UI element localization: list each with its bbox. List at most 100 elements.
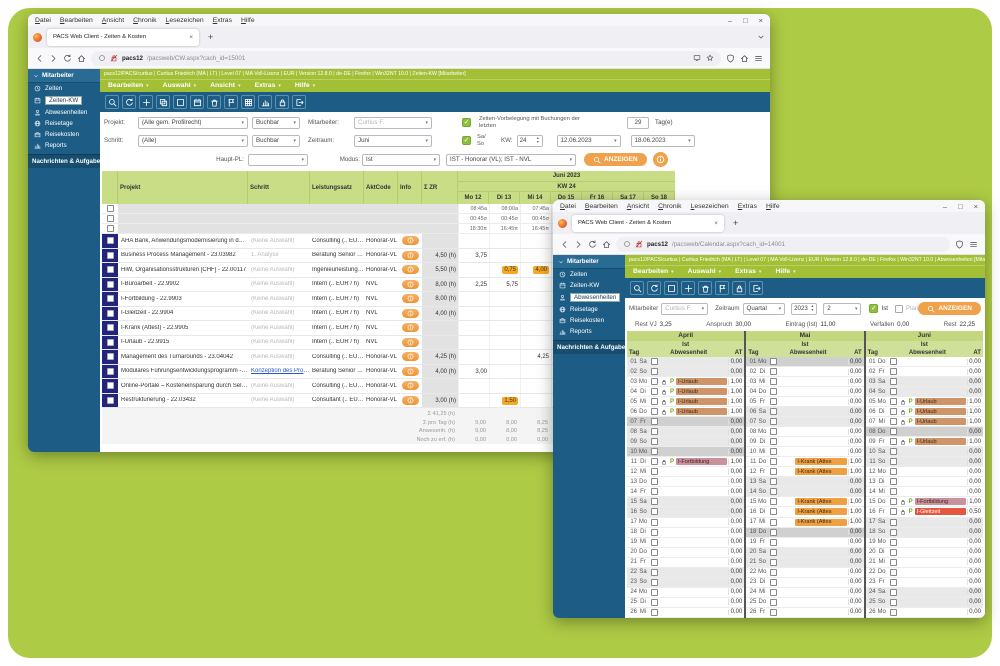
day-value-cell[interactable] xyxy=(551,306,582,320)
sidebar-item-abwesenheiten[interactable]: Abwesenheiten xyxy=(28,107,100,118)
menubar-item-bearbeiten[interactable]: Bearbeiten xyxy=(584,202,618,210)
schritt-select[interactable]: (Alle) ▾ xyxy=(138,134,248,147)
maximize-button[interactable]: □ xyxy=(743,15,748,25)
date-from-select[interactable]: 12.06.2023 ▾ xyxy=(556,134,621,147)
day-value-cell[interactable] xyxy=(489,364,520,378)
date-to-select[interactable]: 18.06.2023 ▾ xyxy=(630,134,695,147)
zeitraum-select[interactable]: Juni ▾ xyxy=(354,134,432,147)
day-value-cell[interactable] xyxy=(489,335,520,349)
sidebar-item-zeiten[interactable]: Zeiten xyxy=(553,269,625,280)
day-checkbox[interactable] xyxy=(651,368,658,376)
star-icon[interactable] xyxy=(706,54,714,62)
day-value-cell[interactable] xyxy=(551,277,582,291)
day-value-cell[interactable] xyxy=(458,306,489,320)
day-checkbox[interactable] xyxy=(651,588,658,596)
day-checkbox[interactable] xyxy=(651,468,658,476)
day-value-cell[interactable] xyxy=(551,234,582,248)
day-value-cell[interactable] xyxy=(520,306,551,320)
row-info-button[interactable] xyxy=(401,366,419,376)
day-checkbox[interactable] xyxy=(889,398,897,406)
menubar-item-lesezeichen[interactable]: Lesezeichen xyxy=(165,16,204,24)
day-checkbox[interactable] xyxy=(770,508,778,516)
row-info-button[interactable] xyxy=(401,337,419,347)
day-checkbox[interactable] xyxy=(889,578,897,586)
day-value-cell[interactable]: 0,75 xyxy=(489,263,520,277)
permissions-circle-icon[interactable] xyxy=(98,54,106,62)
toolbar-calendar-button[interactable] xyxy=(190,95,204,109)
day-checkbox[interactable] xyxy=(770,478,778,486)
day-checkbox[interactable] xyxy=(651,578,658,586)
vorbelegung-checkbox[interactable]: ✓ xyxy=(462,118,471,127)
new-tab-button[interactable]: + xyxy=(733,218,739,228)
sidebar-header-mitarbeiter[interactable]: Mitarbeiter xyxy=(553,255,625,269)
day-value-cell[interactable]: 5,75 xyxy=(489,277,520,291)
send-to-device-icon[interactable] xyxy=(693,54,701,62)
toolbar-plus-button[interactable] xyxy=(681,281,695,295)
row-info-button[interactable] xyxy=(401,294,419,304)
day-checkbox[interactable] xyxy=(889,358,897,366)
shield-icon[interactable] xyxy=(955,239,964,249)
absence-entry-krank[interactable]: I-Krank (Attes xyxy=(795,508,847,516)
sidebar-section-nachrichten[interactable]: Nachrichten & Aufgaben xyxy=(28,154,104,168)
row-checkbox[interactable] xyxy=(106,237,114,245)
day-value-cell[interactable] xyxy=(551,379,582,393)
row-info-button[interactable] xyxy=(401,236,419,246)
day-value-cell[interactable] xyxy=(458,234,489,248)
day-checkbox[interactable] xyxy=(770,488,778,496)
day-value-cell[interactable] xyxy=(551,393,582,407)
day-value-cell[interactable] xyxy=(551,335,582,349)
toolbar-trash-button[interactable] xyxy=(698,281,712,295)
day-checkbox[interactable] xyxy=(889,458,897,466)
day-checkbox[interactable] xyxy=(651,418,658,426)
home-icon[interactable] xyxy=(740,54,749,63)
day-checkbox[interactable] xyxy=(651,458,658,466)
day-value-cell[interactable] xyxy=(551,350,582,364)
day-checkbox[interactable] xyxy=(651,508,658,516)
day-checkbox[interactable] xyxy=(889,548,897,556)
toolbar-refresh-button[interactable] xyxy=(122,95,136,109)
day-checkbox[interactable] xyxy=(889,598,897,606)
day-checkbox[interactable] xyxy=(770,408,778,416)
row-checkbox[interactable] xyxy=(106,338,114,346)
day-value-cell[interactable] xyxy=(520,335,551,349)
day-checkbox[interactable] xyxy=(770,538,778,546)
day-checkbox[interactable] xyxy=(651,428,658,436)
projekt-select[interactable]: (Alle gem. Profilrecht) ▾ xyxy=(138,116,248,129)
toolbar-lock-button[interactable] xyxy=(732,281,746,295)
day-value-cell[interactable] xyxy=(458,263,489,277)
menubar-item-ansicht[interactable]: Ansicht xyxy=(626,202,650,210)
absence-entry-urlaub[interactable]: I-Urlaub xyxy=(914,408,966,416)
menubar-item-hilfe[interactable]: Hilfe xyxy=(240,16,255,24)
app-menu-auswahl[interactable]: Auswahl ▾ xyxy=(688,268,721,275)
row-info-button[interactable] xyxy=(401,395,419,405)
day-checkbox[interactable] xyxy=(889,488,897,496)
row-checkbox[interactable] xyxy=(106,266,114,274)
day-value-cell[interactable] xyxy=(520,277,551,291)
hamburger-menu-icon[interactable] xyxy=(969,240,978,249)
day-checkbox[interactable] xyxy=(651,498,658,506)
monitor-icon[interactable] xyxy=(693,54,701,62)
day-checkbox[interactable] xyxy=(770,578,778,586)
toolbar-refresh-button[interactable] xyxy=(647,281,661,295)
day-checkbox[interactable] xyxy=(889,418,897,426)
shield-icon[interactable] xyxy=(955,239,964,249)
toolbar-chart-button[interactable] xyxy=(258,95,272,109)
day-checkbox[interactable] xyxy=(889,538,897,546)
day-checkbox[interactable] xyxy=(770,528,778,536)
day-value-cell[interactable] xyxy=(458,350,489,364)
shield-icon[interactable] xyxy=(726,53,735,63)
buchbar-select-1[interactable]: Buchbar ▾ xyxy=(252,116,300,129)
forward-icon[interactable] xyxy=(49,54,58,63)
row-checkbox[interactable] xyxy=(106,367,114,375)
absence-entry-gleitzeit[interactable]: I-Gleitzeit xyxy=(914,508,966,516)
app-menu-ansicht[interactable]: Ansicht ▾ xyxy=(210,82,240,89)
day-checkbox[interactable] xyxy=(889,368,897,376)
toolbar-exit-button[interactable] xyxy=(749,281,763,295)
row-info-button[interactable] xyxy=(401,308,419,318)
reload-icon[interactable] xyxy=(63,53,72,63)
day-checkbox[interactable] xyxy=(889,478,897,486)
absence-entry-urlaub[interactable]: I-Urlaub xyxy=(914,398,966,406)
absence-entry-urlaub[interactable]: I-Urlaub xyxy=(676,378,728,386)
day-checkbox[interactable] xyxy=(770,368,778,376)
minimize-button[interactable]: – xyxy=(727,15,733,25)
